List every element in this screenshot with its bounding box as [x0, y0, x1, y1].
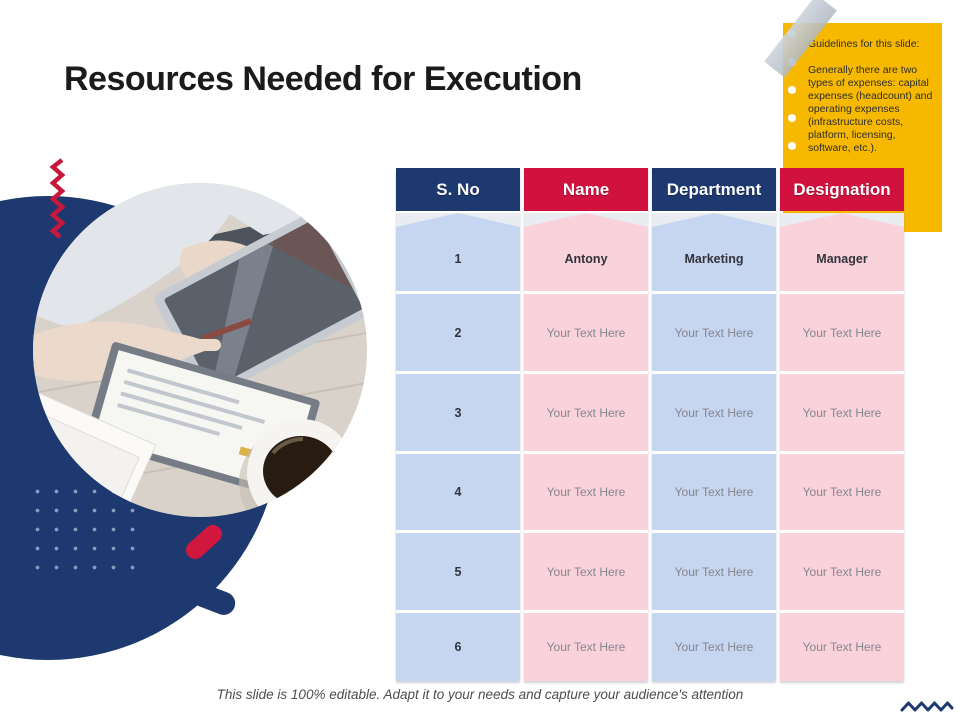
table-cell: Your Text Here	[524, 533, 648, 610]
table-cell: Your Text Here	[524, 613, 648, 681]
table-cell: Antony	[524, 227, 648, 291]
table-column-department: Department Marketing Your Text Here Your…	[652, 168, 776, 681]
editable-note-footer: This slide is 100% editable. Adapt it to…	[216, 687, 744, 702]
table-cell: 1	[396, 227, 520, 291]
table-cell: Your Text Here	[652, 533, 776, 610]
chevron-band	[780, 213, 904, 227]
red-squiggle-icon	[49, 158, 66, 239]
table-column-sno: S. No 1 2 3 4 5 6	[396, 168, 520, 681]
table-cell: 2	[396, 294, 520, 371]
table-cell: Your Text Here	[780, 454, 904, 530]
table-cell: Your Text Here	[652, 294, 776, 371]
column-header-sno: S. No	[396, 168, 520, 211]
column-header-department: Department	[652, 168, 776, 211]
table-cell: Your Text Here	[524, 374, 648, 451]
meeting-photo	[33, 183, 367, 517]
table-cell: Your Text Here	[780, 533, 904, 610]
table-column-name: Name Antony Your Text Here Your Text Her…	[524, 168, 648, 681]
table-cell: Marketing	[652, 227, 776, 291]
table-column-designation: Designation Manager Your Text Here Your …	[780, 168, 904, 681]
table-cell: 4	[396, 454, 520, 530]
column-header-name: Name	[524, 168, 648, 211]
table-cell: 6	[396, 613, 520, 681]
note-body: Generally there are two types of expense…	[808, 64, 933, 154]
table-cell: 5	[396, 533, 520, 610]
chevron-band	[524, 213, 648, 227]
table-cell: Your Text Here	[652, 454, 776, 530]
page-title: Resources Needed for Execution	[64, 60, 582, 98]
table-cell: Your Text Here	[524, 294, 648, 371]
table-cell: Your Text Here	[652, 613, 776, 681]
table-cell: 3	[396, 374, 520, 451]
corner-wave-icon	[900, 701, 954, 712]
table-cell: Your Text Here	[780, 374, 904, 451]
chevron-band	[652, 213, 776, 227]
chevron-band	[396, 213, 520, 227]
table-cell: Your Text Here	[780, 613, 904, 681]
table-cell: Your Text Here	[652, 374, 776, 451]
column-header-designation: Designation	[780, 168, 904, 211]
note-heading: Guidelines for this slide:	[808, 38, 920, 50]
table-cell: Your Text Here	[524, 454, 648, 530]
table-cell: Manager	[780, 227, 904, 291]
table-cell: Your Text Here	[780, 294, 904, 371]
